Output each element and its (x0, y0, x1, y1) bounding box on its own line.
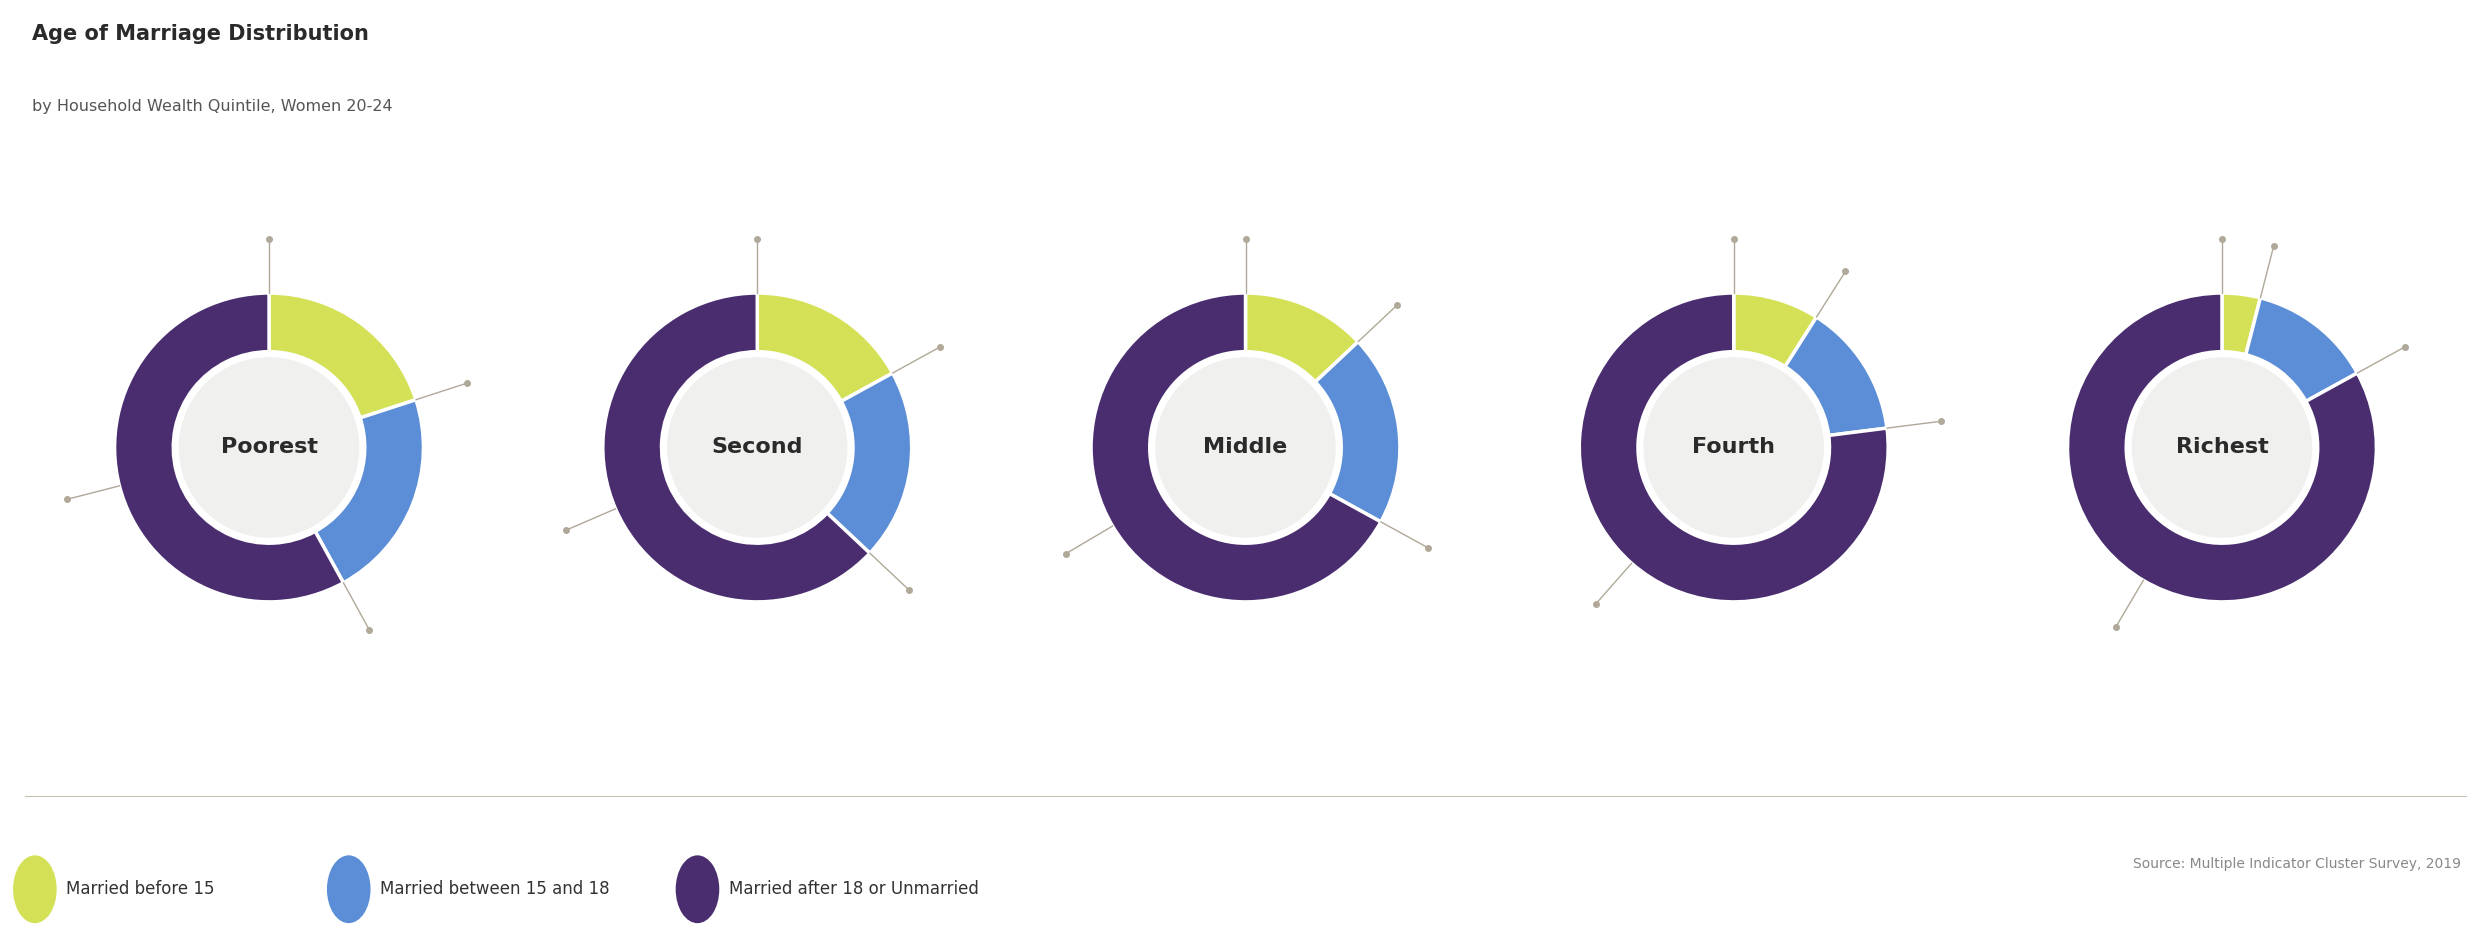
Text: by Household Wealth Quintile, Women 20-24: by Household Wealth Quintile, Women 20-2… (32, 99, 394, 114)
Text: Married after 18 or Unmarried: Married after 18 or Unmarried (730, 880, 979, 899)
Ellipse shape (326, 855, 371, 923)
Ellipse shape (675, 855, 720, 923)
Wedge shape (1579, 293, 1888, 602)
Text: Married before 15: Married before 15 (67, 880, 214, 899)
Circle shape (179, 358, 359, 537)
Text: Age of Marriage Distribution: Age of Marriage Distribution (32, 24, 369, 43)
Wedge shape (316, 399, 423, 583)
Wedge shape (757, 293, 892, 401)
Text: Married between 15 and 18: Married between 15 and 18 (381, 880, 610, 899)
Circle shape (2132, 358, 2312, 537)
Wedge shape (115, 293, 344, 602)
Wedge shape (827, 373, 912, 553)
Circle shape (1156, 358, 1335, 537)
Circle shape (668, 358, 847, 537)
Wedge shape (1734, 293, 1816, 366)
Text: Middle: Middle (1203, 437, 1288, 458)
Wedge shape (2222, 293, 2259, 355)
Text: Richest: Richest (2175, 437, 2269, 458)
Wedge shape (1091, 293, 1380, 602)
Circle shape (1644, 358, 1823, 537)
Text: Second: Second (712, 437, 802, 458)
Text: Fourth: Fourth (1691, 437, 1776, 458)
Wedge shape (603, 293, 869, 602)
Wedge shape (1246, 293, 1358, 382)
Wedge shape (1315, 342, 1400, 522)
Wedge shape (2068, 293, 2376, 602)
Wedge shape (269, 293, 416, 418)
Text: Source: Multiple Indicator Cluster Survey, 2019: Source: Multiple Indicator Cluster Surve… (2132, 857, 2461, 871)
Wedge shape (1786, 317, 1888, 435)
Ellipse shape (12, 855, 57, 923)
Wedge shape (2247, 298, 2356, 401)
Text: Poorest: Poorest (222, 437, 316, 458)
